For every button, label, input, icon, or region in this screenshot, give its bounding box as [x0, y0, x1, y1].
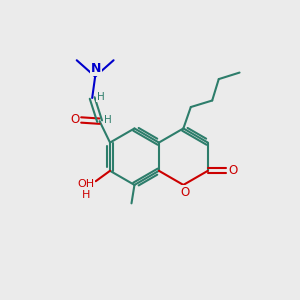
- Text: O: O: [229, 164, 238, 177]
- Text: O: O: [181, 186, 190, 199]
- Text: N: N: [91, 62, 101, 75]
- Text: H: H: [82, 190, 90, 200]
- Text: H: H: [104, 115, 112, 125]
- Text: O: O: [70, 113, 79, 127]
- Text: OH: OH: [77, 179, 94, 189]
- Text: H: H: [97, 92, 104, 101]
